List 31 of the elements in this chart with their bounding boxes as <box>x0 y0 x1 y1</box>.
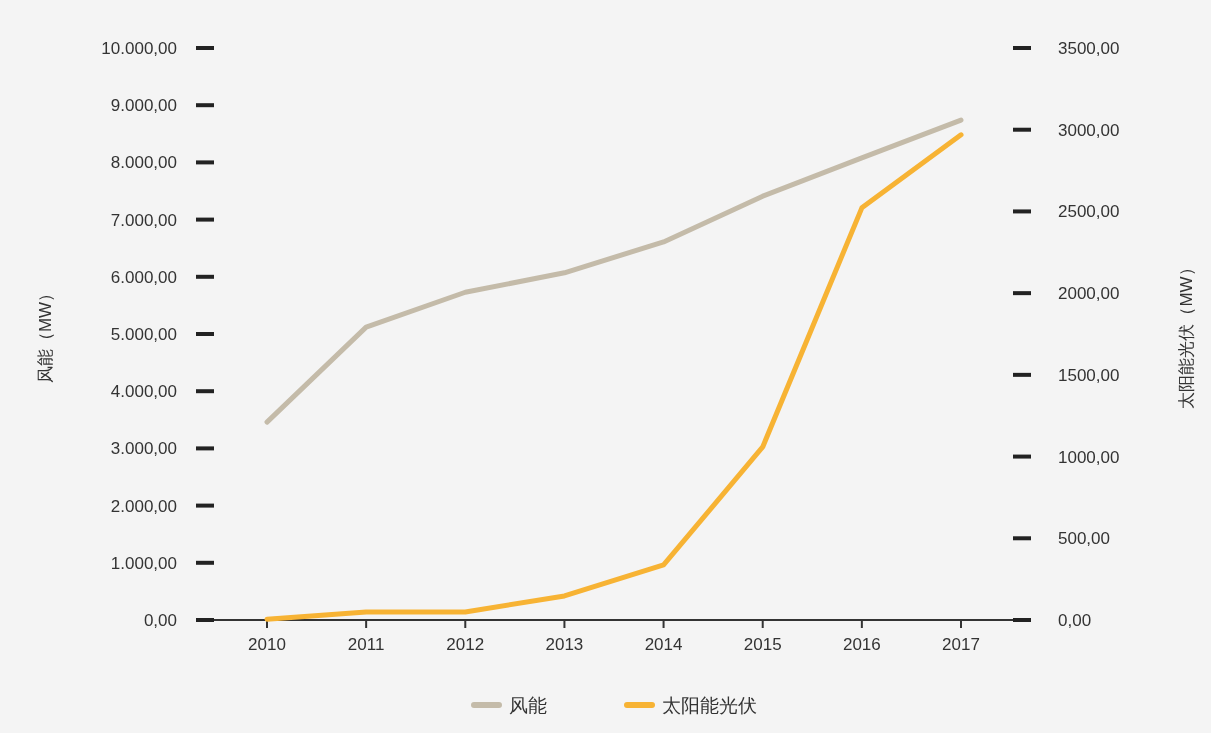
x-tick-label: 2014 <box>644 635 683 654</box>
legend-label: 太阳能光伏 <box>662 695 757 716</box>
y2-tick-label: 500,00 <box>1058 529 1110 549</box>
y2-tick-label: 3000,00 <box>1058 120 1120 140</box>
x-tick-label: 2010 <box>248 635 286 654</box>
y-tick-label: 10.000,00 <box>101 39 177 58</box>
y2-tick-label: 1500,00 <box>1058 365 1120 385</box>
y-tick-label: 0,00 <box>143 611 177 630</box>
x-tick-label: 2012 <box>446 635 485 654</box>
y2-tick-label: 3500,00 <box>1058 39 1120 58</box>
x-tick-label: 2011 <box>347 635 385 654</box>
y2-tick-label: 2000,00 <box>1058 284 1120 304</box>
y-tick-label: 3.000,00 <box>110 439 177 459</box>
y-tick-label: 2.000,00 <box>110 496 177 516</box>
y-tick-label: 8.000,00 <box>110 153 177 173</box>
y-tick-label: 7.000,00 <box>110 210 177 230</box>
y-tick-label: 9.000,00 <box>110 96 177 116</box>
legend-label: 风能 <box>509 695 547 716</box>
y-axis-title: 风能（MW） <box>36 284 55 384</box>
x-tick-label: 2013 <box>545 635 584 654</box>
y2-tick-label: 0,00 <box>1058 611 1092 630</box>
x-tick-label: 2016 <box>842 635 881 654</box>
y-tick-label: 4.000,00 <box>110 382 177 402</box>
y2-axis-title: 太阳能光伏（MW） <box>1177 259 1196 409</box>
y2-tick-label: 1000,00 <box>1058 447 1120 467</box>
y-tick-label: 1.000,00 <box>110 553 177 573</box>
x-tick-label: 2015 <box>743 635 782 654</box>
x-tick-label: 2017 <box>942 635 980 654</box>
y-tick-label: 5.000,00 <box>110 325 177 344</box>
y-tick-label: 6.000,00 <box>110 267 177 287</box>
y2-tick-label: 2500,00 <box>1058 202 1120 222</box>
